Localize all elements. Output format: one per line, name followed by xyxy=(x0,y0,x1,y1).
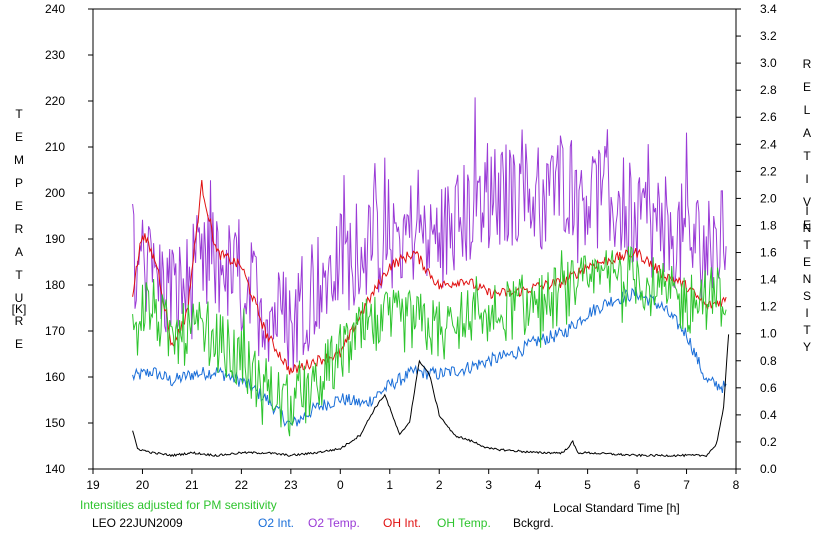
y-left-axis-title-letter: R xyxy=(15,314,24,328)
legend-bckgrd: Bckgrd. xyxy=(513,516,554,530)
y-right-axis-title-letter: T xyxy=(803,238,811,252)
plot-frame xyxy=(92,8,737,470)
series-line-o2-int xyxy=(132,287,727,427)
series-line-oh-int xyxy=(132,180,727,375)
y-left-tick-label: 210 xyxy=(45,140,65,154)
x-tick-label: 19 xyxy=(86,478,100,492)
y-left-tick-label: 170 xyxy=(45,324,65,338)
x-tick-label: 23 xyxy=(284,478,298,492)
series-line-bckgrd xyxy=(132,334,730,458)
y-right-axis-title-letter: S xyxy=(803,289,811,303)
y-right-tick-label: 2.6 xyxy=(760,110,777,124)
y-right-tick-label: 3.2 xyxy=(760,29,777,43)
y-left-axis-title-letter: T xyxy=(15,107,23,121)
series-line-oh-temp xyxy=(132,246,727,437)
y-right-axis-title-letter: L xyxy=(804,103,811,117)
y-left-tick-label: 200 xyxy=(45,186,65,200)
x-tick-label: 3 xyxy=(485,478,492,492)
series-layer xyxy=(132,97,730,458)
y-left-axis-title-letter: M xyxy=(14,153,24,167)
y-right-axis-title-letter: I xyxy=(805,306,808,320)
x-tick-label: 2 xyxy=(436,478,443,492)
x-tick-label: 1 xyxy=(386,478,393,492)
station-date: LEO 22JUN2009 xyxy=(92,516,183,530)
y-right-tick-label: 0.2 xyxy=(760,435,777,449)
y-left-axis-title-letter: E xyxy=(15,199,23,213)
y-right-tick-label: 1.2 xyxy=(760,300,777,314)
x-tick-label: 21 xyxy=(185,478,199,492)
x-tick-label: 4 xyxy=(535,478,542,492)
y-left-tick-label: 220 xyxy=(45,94,65,108)
y-right-tick-label: 2.2 xyxy=(760,164,777,178)
y-right-tick-label: 1.4 xyxy=(760,273,777,287)
legend-oh-temp: OH Temp. xyxy=(437,516,491,530)
x-tick-label: 7 xyxy=(683,478,690,492)
y-right-axis-title-letter: N xyxy=(803,272,812,286)
y-left-axis-title-letter: E xyxy=(15,130,23,144)
x-tick-label: 22 xyxy=(235,478,249,492)
y-right-axis-title-letter: A xyxy=(803,126,811,140)
axis-labels: 19 20 21 22 23 0 1 2 3 4 5 6 7 8140150160170180190200… xyxy=(12,2,812,492)
y-left-tick-label: 190 xyxy=(45,232,65,246)
y-right-axis-title-letter: T xyxy=(803,323,811,337)
y-right-tick-label: 1.0 xyxy=(760,327,777,341)
y-left-tick-label: 180 xyxy=(45,278,65,292)
y-left-tick-label: 240 xyxy=(45,2,65,16)
x-tick-label: 20 xyxy=(136,478,150,492)
y-right-axis-title-letter: E xyxy=(803,218,811,232)
y-right-tick-label: 1.8 xyxy=(760,218,777,232)
y-right-tick-label: 1.6 xyxy=(760,246,777,260)
x-tick-label: 8 xyxy=(733,478,740,492)
y-left-axis-title-letter: P xyxy=(15,176,23,190)
legend-oh-int: OH Int. xyxy=(383,516,422,530)
legend-o2-temp: O2 Temp. xyxy=(308,516,360,530)
y-right-tick-label: 3.4 xyxy=(760,2,777,16)
y-left-axis-title-letter: R xyxy=(15,222,24,236)
x-tick-label: 5 xyxy=(584,478,591,492)
series-line-o2-temp xyxy=(132,97,727,371)
x-axis-title: Local Standard Time [h] xyxy=(553,501,680,515)
y-left-axis-title-letter: A xyxy=(15,245,23,259)
y-right-axis-title-letter: Y xyxy=(803,340,811,354)
y-right-tick-label: 2.4 xyxy=(760,137,777,151)
axes xyxy=(88,8,741,474)
y-right-tick-label: 0.4 xyxy=(760,408,777,422)
y-right-tick-label: 3.0 xyxy=(760,56,777,70)
y-right-tick-label: 0.6 xyxy=(760,381,777,395)
y-left-tick-label: 160 xyxy=(45,370,65,384)
y-right-tick-label: 2.8 xyxy=(760,83,777,97)
y-left-tick-label: 230 xyxy=(45,48,65,62)
y-left-tick-label: 150 xyxy=(45,416,65,430)
y-right-tick-label: 0.0 xyxy=(760,462,777,476)
y-right-axis-title-letter: R xyxy=(803,57,812,71)
y-right-tick-label: 0.8 xyxy=(760,354,777,368)
y-right-tick-label: 2.0 xyxy=(760,191,777,205)
y-right-axis-title-letter: I xyxy=(805,172,808,186)
y-right-axis-title-letter: V xyxy=(803,195,811,209)
annotation-text: Intensities adjusted for PM sensitivity xyxy=(80,498,277,512)
y-right-axis-title-letter: E xyxy=(803,80,811,94)
y-right-axis-title-letter: I xyxy=(805,204,808,218)
y-left-axis-title-letter: [K] xyxy=(12,302,27,316)
y-left-tick-label: 140 xyxy=(45,462,65,476)
y-left-axis-title-letter: T xyxy=(15,268,23,282)
y-right-axis-title-letter: N xyxy=(803,221,812,235)
y-right-axis-title-letter: E xyxy=(803,255,811,269)
y-left-axis-title-letter: E xyxy=(15,337,23,351)
y-left-axis-title-letter: U xyxy=(15,291,24,305)
y-right-axis-title-letter: T xyxy=(803,149,811,163)
x-tick-label: 0 xyxy=(337,478,344,492)
legend-o2-int: O2 Int. xyxy=(258,516,295,530)
x-tick-label: 6 xyxy=(634,478,641,492)
